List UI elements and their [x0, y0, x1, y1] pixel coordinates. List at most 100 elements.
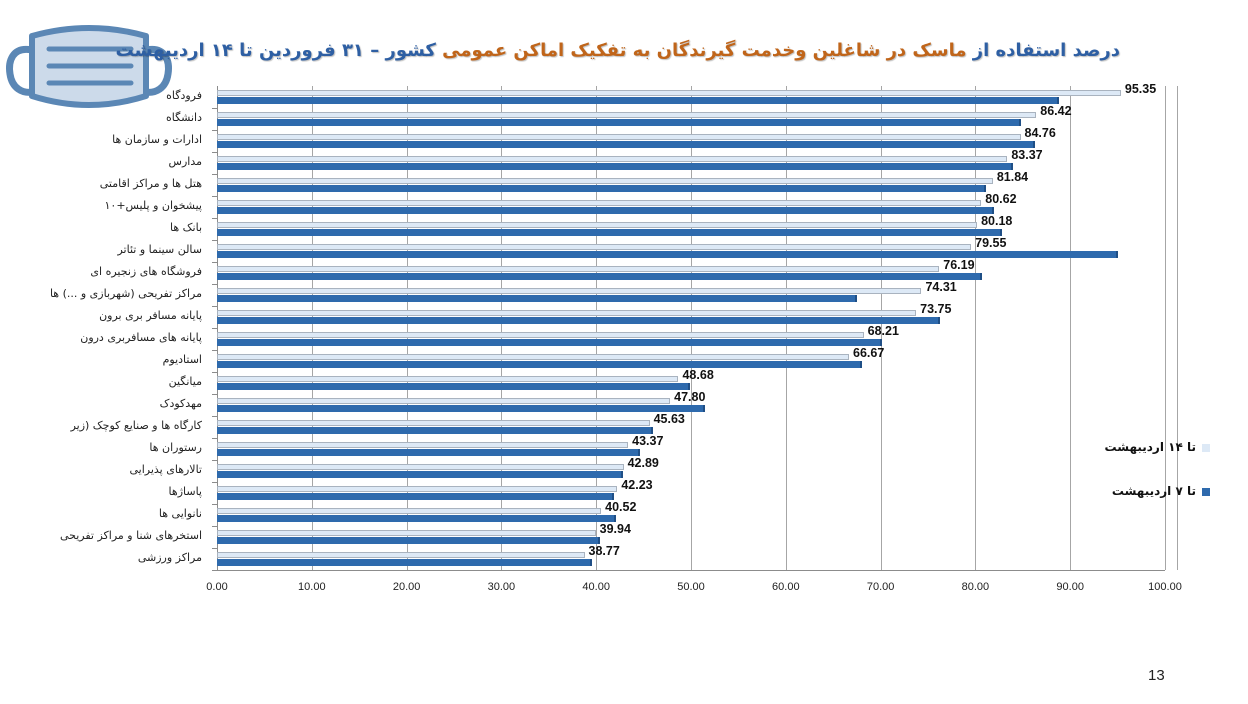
legend-item-14-ordibehesht: تا ۱۴ اردیبهشت [1100, 440, 1210, 454]
bar-group: 42.89 [217, 456, 1178, 482]
bar-group: 66.67 [217, 346, 1178, 372]
category-label: استخرهای شنا و مراکز تفریحی [59, 529, 202, 542]
y-tick [212, 460, 218, 461]
bar-group: 38.77 [217, 544, 1178, 570]
y-tick [212, 394, 218, 395]
category-label: ادارات و سازمان ها [112, 133, 202, 146]
category-label: بانک ها [170, 221, 202, 234]
bar-group: 43.37 [217, 434, 1178, 460]
bar-group: 80.62 [217, 192, 1178, 218]
data-label: 40.52 [605, 500, 637, 514]
category-label: پیشخوان و پلیس+۱۰ [104, 199, 202, 212]
bar-group: 79.55 [217, 236, 1178, 262]
x-tick-label: 60.00 [772, 581, 800, 593]
y-tick [212, 350, 218, 351]
data-label: 48.68 [682, 368, 714, 382]
bar-14-ordibehesht [217, 508, 602, 514]
bar-group: 42.23 [217, 478, 1178, 504]
bar-group: 45.63 [217, 412, 1178, 438]
category-label: دانشگاه [165, 111, 202, 124]
bar-7-ordibehesht [217, 493, 615, 500]
bar-group: 48.68 [217, 368, 1178, 394]
bar-7-ordibehesht [217, 405, 706, 412]
bar-14-ordibehesht [217, 442, 629, 448]
plot-area: 95.35 86.42 84.76 83.37 81.84 80.62 80.18 79.55… [217, 82, 1178, 570]
bar-14-ordibehesht [217, 222, 978, 228]
x-tick-label: 90.00 [1056, 581, 1084, 593]
y-tick [212, 416, 218, 417]
bar-7-ordibehesht [217, 383, 691, 390]
bar-14-ordibehesht [217, 464, 624, 470]
bar-14-ordibehesht [217, 200, 982, 206]
bar-7-ordibehesht [217, 515, 617, 522]
bar-7-ordibehesht [217, 273, 983, 280]
gridline [311, 86, 313, 570]
x-axis [217, 570, 1165, 571]
bar-7-ordibehesht [217, 207, 995, 214]
chart-title: درصد استفاده از ماسک در شاغلین وخدمت گیر… [116, 40, 1121, 74]
bar-14-ordibehesht [217, 376, 679, 382]
x-tick-label: 100.00 [1148, 581, 1182, 593]
y-tick [212, 196, 218, 197]
y-tick [212, 504, 218, 505]
bar-14-ordibehesht [217, 486, 618, 492]
x-tick-label: 80.00 [961, 581, 990, 593]
gridline [596, 86, 598, 570]
y-tick [212, 218, 218, 219]
bar-group: 95.35 [217, 82, 1178, 108]
category-label: تالارهای پذیرایی [129, 463, 202, 476]
bar-7-ordibehesht [217, 449, 640, 456]
bar-group: 86.42 [217, 104, 1178, 130]
x-tick-label: 20.00 [392, 581, 421, 593]
x-tick-label: 50.00 [677, 581, 705, 593]
bar-14-ordibehesht [217, 244, 972, 250]
gridline [1070, 86, 1072, 570]
bar-group: 81.84 [217, 170, 1178, 196]
bar-7-ordibehesht [217, 427, 654, 434]
bar-14-ordibehesht [217, 266, 940, 272]
data-label: 80.62 [985, 192, 1017, 206]
bar-7-ordibehesht [217, 185, 986, 192]
data-label: 43.37 [632, 434, 664, 448]
y-tick [212, 328, 218, 329]
category-label: مدارس [168, 155, 202, 168]
bar-14-ordibehesht [217, 178, 993, 184]
data-label: 45.63 [653, 412, 685, 426]
title-part-1: درصد استفاده از [966, 40, 1121, 61]
bar-14-ordibehesht [217, 310, 917, 316]
category-label: میانگین [168, 375, 202, 388]
bar-7-ordibehesht [217, 361, 862, 368]
gridline [1165, 86, 1166, 570]
bar-14-ordibehesht [217, 354, 850, 360]
y-tick [212, 262, 218, 263]
category-label: رستوران ها [149, 441, 202, 454]
data-label: 38.77 [588, 544, 620, 558]
bar-group: 40.52 [217, 500, 1178, 526]
x-tick-label: 40.00 [582, 581, 610, 593]
bar-7-ordibehesht [217, 229, 1002, 236]
data-label: 39.94 [599, 522, 631, 536]
gridline [691, 86, 692, 570]
x-tick-label: 30.00 [487, 581, 516, 593]
y-tick [212, 152, 218, 153]
bar-group: 83.37 [217, 148, 1178, 174]
bar-14-ordibehesht [217, 90, 1121, 96]
data-label: 81.84 [996, 170, 1029, 184]
data-label: 68.21 [867, 324, 899, 338]
bar-7-ordibehesht [217, 559, 593, 566]
y-tick [212, 372, 218, 373]
bar-7-ordibehesht [217, 119, 1021, 126]
bar-14-ordibehesht [217, 398, 671, 404]
plot-frame-right [1177, 86, 1178, 570]
category-label: پایانه مسافر بری برون [99, 309, 202, 322]
category-label: مهدکودک [159, 397, 202, 410]
legend-swatch-light [1202, 443, 1210, 452]
gridline [785, 86, 787, 570]
bar-7-ordibehesht [217, 295, 857, 302]
y-tick [212, 284, 218, 285]
data-label: 42.89 [627, 456, 659, 470]
bar-14-ordibehesht [217, 288, 922, 294]
data-label: 74.31 [925, 280, 957, 294]
data-label: 47.80 [674, 390, 706, 404]
bar-7-ordibehesht [217, 537, 600, 544]
